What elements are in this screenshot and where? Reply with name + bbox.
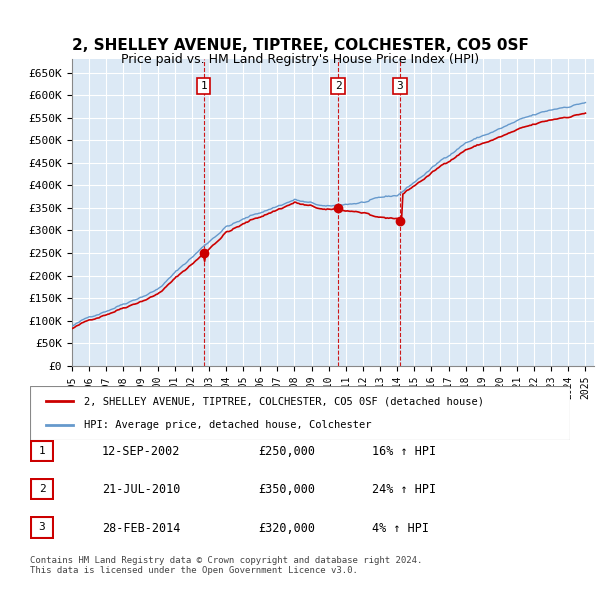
Text: 2: 2: [38, 484, 46, 494]
Text: 28-FEB-2014: 28-FEB-2014: [102, 522, 181, 535]
Text: 12-SEP-2002: 12-SEP-2002: [102, 445, 181, 458]
Text: 1: 1: [38, 446, 46, 455]
Text: 4% ↑ HPI: 4% ↑ HPI: [372, 522, 429, 535]
Text: 3: 3: [38, 523, 46, 532]
FancyBboxPatch shape: [31, 441, 53, 461]
FancyBboxPatch shape: [31, 517, 53, 537]
FancyBboxPatch shape: [30, 386, 570, 440]
Text: 21-JUL-2010: 21-JUL-2010: [102, 483, 181, 496]
Text: Contains HM Land Registry data © Crown copyright and database right 2024.
This d: Contains HM Land Registry data © Crown c…: [30, 556, 422, 575]
Text: 2, SHELLEY AVENUE, TIPTREE, COLCHESTER, CO5 0SF (detached house): 2, SHELLEY AVENUE, TIPTREE, COLCHESTER, …: [84, 396, 484, 407]
Text: 1: 1: [200, 81, 207, 91]
Text: £320,000: £320,000: [258, 522, 315, 535]
Text: Price paid vs. HM Land Registry's House Price Index (HPI): Price paid vs. HM Land Registry's House …: [121, 53, 479, 66]
Text: 24% ↑ HPI: 24% ↑ HPI: [372, 483, 436, 496]
Text: 2, SHELLEY AVENUE, TIPTREE, COLCHESTER, CO5 0SF: 2, SHELLEY AVENUE, TIPTREE, COLCHESTER, …: [71, 38, 529, 53]
Text: 3: 3: [397, 81, 403, 91]
Text: 16% ↑ HPI: 16% ↑ HPI: [372, 445, 436, 458]
Text: £350,000: £350,000: [258, 483, 315, 496]
Text: HPI: Average price, detached house, Colchester: HPI: Average price, detached house, Colc…: [84, 419, 371, 430]
Text: 2: 2: [335, 81, 341, 91]
FancyBboxPatch shape: [31, 479, 53, 499]
Text: £250,000: £250,000: [258, 445, 315, 458]
